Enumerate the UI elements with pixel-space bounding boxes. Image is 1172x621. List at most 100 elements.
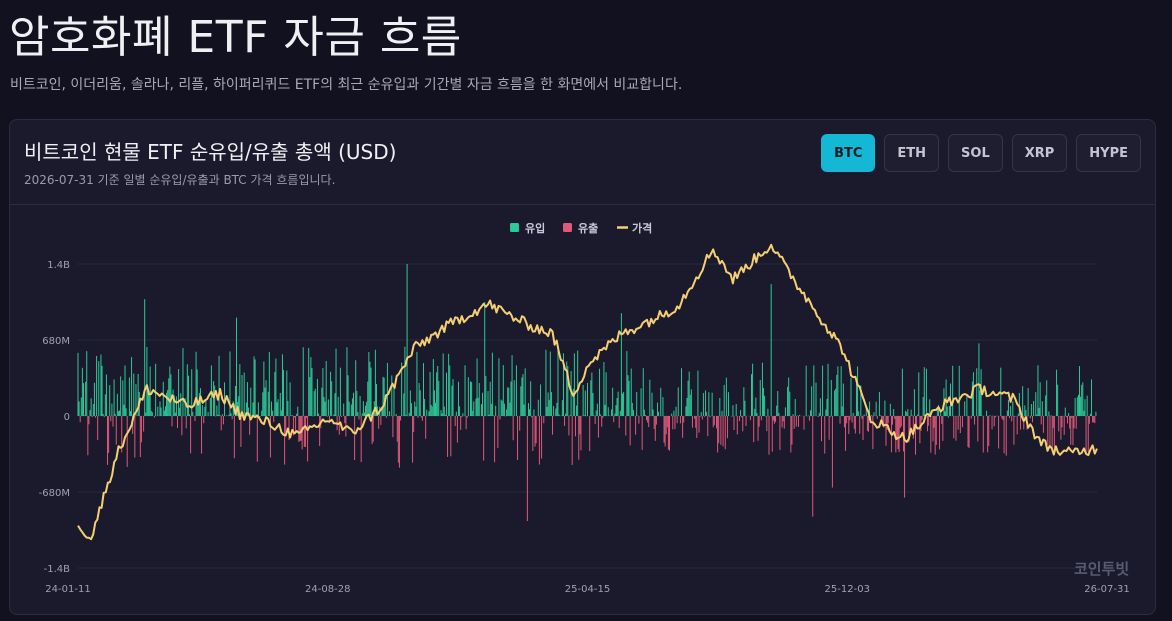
outflow-bar	[839, 416, 841, 424]
inflow-bar	[596, 403, 598, 416]
outflow-bar	[867, 416, 869, 432]
outflow-bar	[829, 416, 831, 417]
inflow-bar	[265, 380, 267, 416]
inflow-bar	[442, 353, 444, 416]
outflow-bar	[97, 416, 99, 441]
outflow-bar	[641, 416, 643, 450]
outflow-bar	[460, 416, 462, 430]
inflow-bar	[502, 365, 504, 416]
inflow-bar	[487, 391, 489, 416]
tab-sol[interactable]: SOL	[948, 134, 1003, 172]
inflow-bar	[81, 367, 83, 416]
inflow-bar	[216, 405, 218, 416]
outflow-bar	[843, 416, 845, 428]
inflow-bar	[857, 366, 859, 416]
outflow-bar	[400, 416, 402, 421]
outflow-bar	[899, 416, 901, 429]
inflow-bar	[577, 350, 579, 416]
outflow-bar	[181, 416, 183, 436]
outflow-bar	[733, 416, 735, 430]
outflow-bar	[635, 416, 637, 435]
inflow-bar	[656, 402, 658, 416]
inflow-bar	[566, 361, 568, 416]
inflow-bar	[929, 399, 931, 416]
outflow-bar	[299, 416, 301, 442]
inflow-bar	[384, 394, 386, 416]
inflow-bar	[875, 401, 877, 416]
tab-hype[interactable]: HYPE	[1076, 134, 1141, 172]
outflow-bar	[672, 416, 674, 430]
outflow-bar	[970, 416, 972, 419]
tab-btc[interactable]: BTC	[821, 134, 876, 172]
inflow-bar	[1068, 413, 1070, 416]
inflow-bar	[214, 385, 216, 416]
inflow-bar	[238, 396, 240, 416]
inflow-bar	[296, 413, 298, 416]
inflow-bar	[330, 371, 332, 416]
inflow-bar	[350, 404, 352, 416]
inflow-bar	[548, 399, 550, 416]
inflow-bar	[825, 409, 827, 416]
inflow-bar	[432, 359, 434, 416]
inflow-bar	[431, 406, 433, 416]
outflow-bar	[1065, 416, 1067, 418]
inflow-bar	[217, 414, 219, 416]
inflow-bar	[221, 414, 223, 416]
inflow-bar	[1006, 410, 1008, 416]
inflow-bar	[264, 387, 266, 416]
inflow-bar	[777, 391, 779, 416]
inflow-bar	[96, 355, 98, 416]
outflow-bar	[413, 416, 415, 433]
outflow-bar	[107, 416, 109, 465]
inflow-bar	[697, 370, 699, 416]
inflow-bar	[830, 379, 832, 416]
outflow-bar	[601, 416, 603, 427]
inflow-bar	[595, 410, 597, 416]
tab-eth[interactable]: ETH	[884, 134, 940, 172]
inflow-bar	[245, 402, 247, 416]
inflow-bar	[937, 405, 939, 416]
inflow-bar	[80, 397, 82, 416]
inflow-bar	[120, 376, 122, 416]
inflow-bar	[1048, 411, 1050, 416]
inflow-bar	[530, 381, 532, 416]
inflow-bar	[359, 395, 361, 416]
inflow-bar	[675, 406, 677, 416]
inflow-bar	[732, 405, 734, 416]
inflow-bar	[85, 381, 87, 416]
inflow-bar	[100, 354, 102, 416]
inflow-bar	[195, 351, 197, 416]
inflow-bar	[744, 400, 746, 416]
outflow-bar	[532, 416, 534, 451]
outflow-bar	[497, 416, 499, 449]
inflow-bar	[590, 380, 592, 416]
tab-xrp[interactable]: XRP	[1011, 134, 1068, 172]
y-tick-label: 680M	[42, 336, 70, 347]
outflow-bar	[103, 416, 105, 418]
inflow-bar	[105, 374, 107, 416]
card-header: 비트코인 현물 ETF 순유입/유출 총액 (USD) 2026-07-31 기…	[10, 120, 1155, 205]
inflow-bar	[1025, 410, 1027, 416]
inflow-bar	[1017, 413, 1019, 416]
inflow-bar	[147, 387, 149, 416]
inflow-bar	[169, 366, 171, 416]
inflow-bar	[1030, 404, 1032, 416]
inflow-bar	[1086, 395, 1088, 416]
outflow-bar	[171, 416, 173, 427]
outflow-bar	[760, 416, 762, 421]
inflow-bar	[952, 365, 954, 416]
inflow-bar	[966, 394, 968, 416]
inflow-bar	[711, 392, 713, 416]
inflow-bar	[102, 413, 104, 416]
outflow-bar	[942, 416, 944, 441]
inflow-bar	[555, 408, 557, 416]
inflow-bar	[436, 372, 438, 416]
outflow-bar	[1069, 416, 1071, 429]
inflow-bar	[180, 393, 182, 416]
inflow-bar	[464, 365, 466, 416]
outflow-bar	[396, 416, 398, 442]
outflow-bar	[1053, 416, 1055, 452]
inflow-bar	[490, 403, 492, 416]
outflow-bar	[882, 416, 884, 423]
outflow-bar	[499, 416, 501, 420]
